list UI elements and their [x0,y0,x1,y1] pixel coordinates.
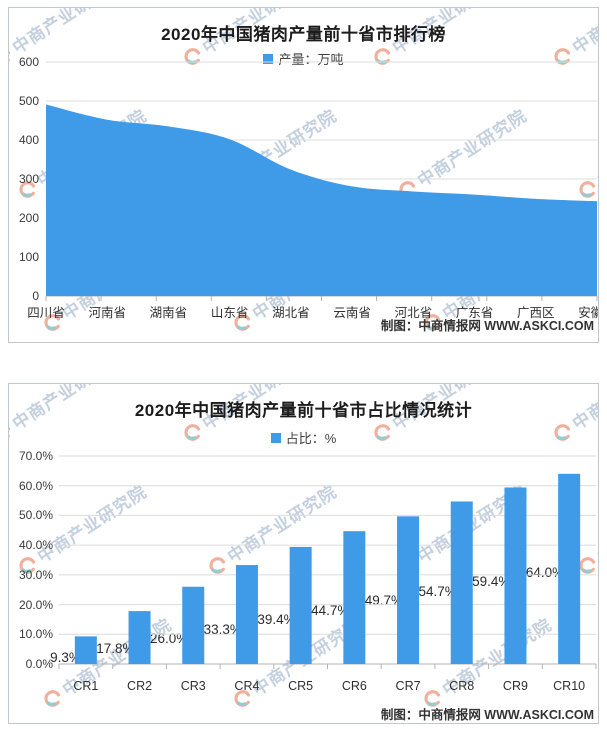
y-axis-tick-label: 500 [18,94,39,108]
bar-value-label: 33.3% [203,621,242,637]
bar-value-label: 59.4% [472,574,511,590]
x-axis-category-label: 广东省 [455,306,494,320]
x-axis-category-label: CR1 [73,679,99,693]
bar-value-label: 54.7% [418,583,457,599]
bar-CR5 [289,546,312,664]
y-axis-tick-label: 70.0% [18,449,53,463]
y-axis-tick-label: 40.0% [18,538,53,553]
x-axis-category-label: CR3 [180,679,206,693]
y-axis-tick-label: 20.0% [18,597,53,612]
bar-CR7 [397,516,420,664]
y-axis-tick-label: 100 [18,250,39,264]
legend-swatch [263,53,274,64]
bar-value-label: 26.0% [149,631,189,647]
x-axis-category-label: CR4 [234,679,260,693]
chart-title: 2020年中国猪肉产量前十省市排行榜 [161,25,446,44]
bar-value-label: 17.8% [96,640,135,656]
production-ranking-chart-panel: 中商产业研究院 中商产业研究院 中商产业研究院 中商产业研究院 中商产业研究院 中商产业研… [8,7,599,343]
x-axis-category-label: 云南省 [333,306,371,320]
y-axis-tick-label: 400 [18,133,39,147]
x-axis-category-label: CR9 [502,679,528,693]
area-series [46,104,597,296]
y-axis-tick-label: 300 [18,172,39,186]
y-axis-tick-label: 0 [32,289,39,303]
x-axis-category-label: CR7 [395,679,421,693]
x-axis-category-label: CR5 [288,679,314,693]
bar-chart-plot [58,455,597,669]
x-axis-category-label: CR6 [341,679,367,693]
legend-label: 产量：万吨 [278,52,344,67]
chart-title: 2020年中国猪肉产量前十省市占比情况统计 [134,401,473,420]
legend-label: 占比：% [285,431,337,446]
legend: 占比：% [9,428,598,447]
y-axis-tick-label: 10.0% [18,627,53,642]
bar-CR10 [558,473,581,664]
y-axis-tick-label: 0.0% [25,657,53,671]
x-axis-category-label: CR10 [553,679,586,693]
legend: 产量：万吨 [9,49,598,68]
x-axis-category-label: 安徽省 [578,306,598,320]
watermark: 中商产业研究院 [597,611,598,713]
chart-credit: 制图：中商情报网 WWW.ASKCI.COM [380,708,594,722]
area-chart-plot [45,61,598,301]
chart-credit: 制图：中商情报网 WWW.ASKCI.COM [380,319,594,333]
y-axis-tick-label: 30.0% [18,567,53,582]
legend-swatch [270,432,281,443]
watermark: 中商产业研究院 [597,235,598,337]
x-axis-category-label: 湖南省 [149,306,188,320]
y-axis-tick-label: 600 [18,55,39,69]
bar-CR4 [235,565,258,664]
production-share-chart-panel: 中商产业研究院 中商产业研究院 中商产业研究院 中商产业研究院 中商产业研究院 中商产业研… [8,383,599,724]
x-axis-category-label: 河南省 [88,306,126,320]
x-axis-category-label: 河北省 [394,306,433,320]
y-axis-tick-label: 60.0% [18,478,53,493]
x-axis-category-label: 四川省 [27,306,65,320]
bar-value-label: 44.7% [311,602,350,618]
x-axis-category-label: 山东省 [210,306,249,320]
askci-logo-icon [44,690,61,707]
bar-value-label: 64.0% [525,565,565,581]
bar-value-label: 9.3% [50,650,81,665]
bar-CR6 [343,531,366,664]
bar-CR8 [450,501,473,664]
bar-value-label: 39.4% [257,612,296,628]
y-axis-tick-label: 50.0% [18,508,53,523]
bar-CR2 [128,611,151,664]
x-axis-category-label: 湖北省 [272,306,310,320]
bar-CR3 [182,586,205,664]
x-axis-category-label: 广西区 [517,306,555,320]
y-axis-tick-label: 200 [18,211,39,225]
bar-CR9 [504,487,527,664]
x-axis-category-label: CR2 [127,679,153,693]
x-axis-category-label: CR8 [449,679,475,693]
bar-CR1 [74,636,97,664]
